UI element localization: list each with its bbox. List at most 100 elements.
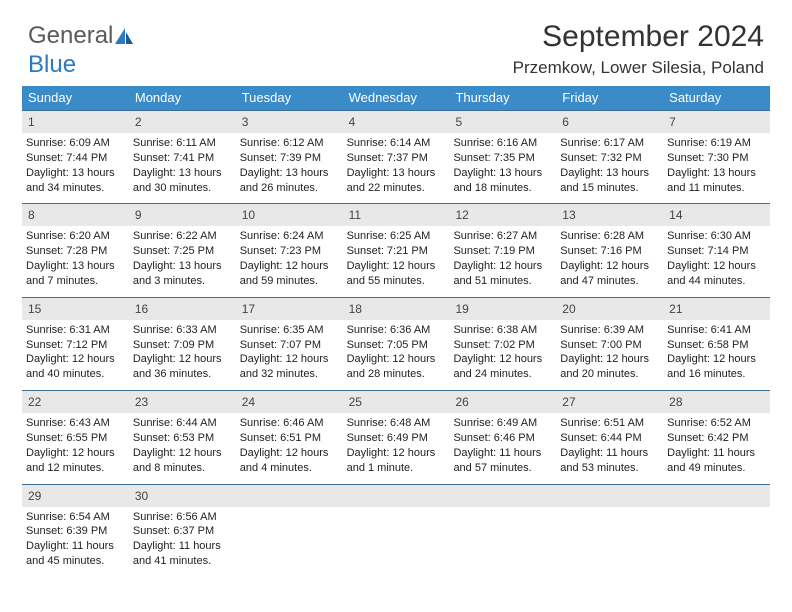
daylight-line: and 36 minutes.	[133, 367, 232, 382]
day-number: 20	[562, 302, 575, 316]
daylight-line: Daylight: 12 hours	[453, 352, 552, 367]
daylight-line: Daylight: 13 hours	[560, 166, 659, 181]
daylight-line: Daylight: 13 hours	[667, 166, 766, 181]
daylight-line: and 55 minutes.	[347, 274, 446, 289]
daylight-line: Daylight: 12 hours	[26, 446, 125, 461]
daylight-line: Daylight: 13 hours	[26, 259, 125, 274]
day-cell: 26Sunrise: 6:49 AMSunset: 6:46 PMDayligh…	[449, 391, 556, 483]
daylight-line: and 7 minutes.	[26, 274, 125, 289]
daylight-line: Daylight: 12 hours	[240, 446, 339, 461]
day-number-row: 11	[343, 204, 450, 226]
daylight-line: Daylight: 12 hours	[347, 446, 446, 461]
day-number	[242, 489, 245, 503]
sunset-line: Sunset: 7:35 PM	[453, 151, 552, 166]
day-number	[455, 489, 458, 503]
day-cell	[343, 485, 450, 577]
sunset-line: Sunset: 7:30 PM	[667, 151, 766, 166]
day-number: 12	[455, 208, 468, 222]
day-cell: 8Sunrise: 6:20 AMSunset: 7:28 PMDaylight…	[22, 204, 129, 296]
sunrise-line: Sunrise: 6:31 AM	[26, 323, 125, 338]
daylight-line: Daylight: 11 hours	[453, 446, 552, 461]
daylight-line: and 34 minutes.	[26, 181, 125, 196]
day-cell: 24Sunrise: 6:46 AMSunset: 6:51 PMDayligh…	[236, 391, 343, 483]
day-number-row: 21	[663, 298, 770, 320]
day-cell	[556, 485, 663, 577]
day-number-row	[449, 485, 556, 507]
logo-text-2: Blue	[28, 51, 76, 78]
sunset-line: Sunset: 7:19 PM	[453, 244, 552, 259]
sunrise-line: Sunrise: 6:11 AM	[133, 136, 232, 151]
sunrise-line: Sunrise: 6:51 AM	[560, 416, 659, 431]
day-header: Monday	[129, 86, 236, 110]
sunset-line: Sunset: 7:39 PM	[240, 151, 339, 166]
daylight-line: Daylight: 11 hours	[133, 539, 232, 554]
day-number-row: 1	[22, 111, 129, 133]
daylight-line: and 20 minutes.	[560, 367, 659, 382]
sunrise-line: Sunrise: 6:17 AM	[560, 136, 659, 151]
day-number-row: 14	[663, 204, 770, 226]
sunrise-line: Sunrise: 6:28 AM	[560, 229, 659, 244]
sunrise-line: Sunrise: 6:12 AM	[240, 136, 339, 151]
day-cell: 11Sunrise: 6:25 AMSunset: 7:21 PMDayligh…	[343, 204, 450, 296]
day-cell	[449, 485, 556, 577]
sunrise-line: Sunrise: 6:52 AM	[667, 416, 766, 431]
daylight-line: and 22 minutes.	[347, 181, 446, 196]
daylight-line: and 24 minutes.	[453, 367, 552, 382]
sunrise-line: Sunrise: 6:54 AM	[26, 510, 125, 525]
daylight-line: and 49 minutes.	[667, 461, 766, 476]
page-title: September 2024	[542, 20, 764, 54]
day-cell: 30Sunrise: 6:56 AMSunset: 6:37 PMDayligh…	[129, 485, 236, 577]
day-number: 7	[669, 115, 676, 129]
sunrise-line: Sunrise: 6:35 AM	[240, 323, 339, 338]
sunset-line: Sunset: 7:05 PM	[347, 338, 446, 353]
day-number: 4	[349, 115, 356, 129]
day-cell: 19Sunrise: 6:38 AMSunset: 7:02 PMDayligh…	[449, 298, 556, 390]
daylight-line: Daylight: 12 hours	[133, 352, 232, 367]
day-header: Wednesday	[343, 86, 450, 110]
day-number: 17	[242, 302, 255, 316]
day-number: 26	[455, 395, 468, 409]
daylight-line: and 15 minutes.	[560, 181, 659, 196]
day-cell: 18Sunrise: 6:36 AMSunset: 7:05 PMDayligh…	[343, 298, 450, 390]
daylight-line: and 45 minutes.	[26, 554, 125, 569]
daylight-line: Daylight: 12 hours	[560, 259, 659, 274]
day-number: 15	[28, 302, 41, 316]
day-number: 18	[349, 302, 362, 316]
day-cell: 16Sunrise: 6:33 AMSunset: 7:09 PMDayligh…	[129, 298, 236, 390]
sunset-line: Sunset: 7:32 PM	[560, 151, 659, 166]
sunrise-line: Sunrise: 6:24 AM	[240, 229, 339, 244]
day-number: 13	[562, 208, 575, 222]
day-cell: 22Sunrise: 6:43 AMSunset: 6:55 PMDayligh…	[22, 391, 129, 483]
day-number-row: 24	[236, 391, 343, 413]
day-number-row: 22	[22, 391, 129, 413]
sunset-line: Sunset: 7:21 PM	[347, 244, 446, 259]
day-cell: 21Sunrise: 6:41 AMSunset: 6:58 PMDayligh…	[663, 298, 770, 390]
location-subtitle: Przemkow, Lower Silesia, Poland	[513, 58, 764, 78]
day-cell: 1Sunrise: 6:09 AMSunset: 7:44 PMDaylight…	[22, 111, 129, 203]
day-number: 28	[669, 395, 682, 409]
week-row: 1Sunrise: 6:09 AMSunset: 7:44 PMDaylight…	[22, 110, 770, 203]
day-number: 8	[28, 208, 35, 222]
sunset-line: Sunset: 6:49 PM	[347, 431, 446, 446]
day-number	[349, 489, 352, 503]
daylight-line: and 12 minutes.	[26, 461, 125, 476]
sunrise-line: Sunrise: 6:27 AM	[453, 229, 552, 244]
day-number: 14	[669, 208, 682, 222]
daylight-line: and 4 minutes.	[240, 461, 339, 476]
day-header: Saturday	[663, 86, 770, 110]
sunrise-line: Sunrise: 6:30 AM	[667, 229, 766, 244]
day-cell: 13Sunrise: 6:28 AMSunset: 7:16 PMDayligh…	[556, 204, 663, 296]
sunset-line: Sunset: 7:41 PM	[133, 151, 232, 166]
sunset-line: Sunset: 6:44 PM	[560, 431, 659, 446]
sunrise-line: Sunrise: 6:56 AM	[133, 510, 232, 525]
day-cell: 4Sunrise: 6:14 AMSunset: 7:37 PMDaylight…	[343, 111, 450, 203]
day-number-row	[343, 485, 450, 507]
day-cell	[236, 485, 343, 577]
day-number-row: 29	[22, 485, 129, 507]
sunrise-line: Sunrise: 6:16 AM	[453, 136, 552, 151]
day-number-row: 3	[236, 111, 343, 133]
day-number-row: 7	[663, 111, 770, 133]
day-header: Sunday	[22, 86, 129, 110]
day-cell: 10Sunrise: 6:24 AMSunset: 7:23 PMDayligh…	[236, 204, 343, 296]
day-number-row: 4	[343, 111, 450, 133]
